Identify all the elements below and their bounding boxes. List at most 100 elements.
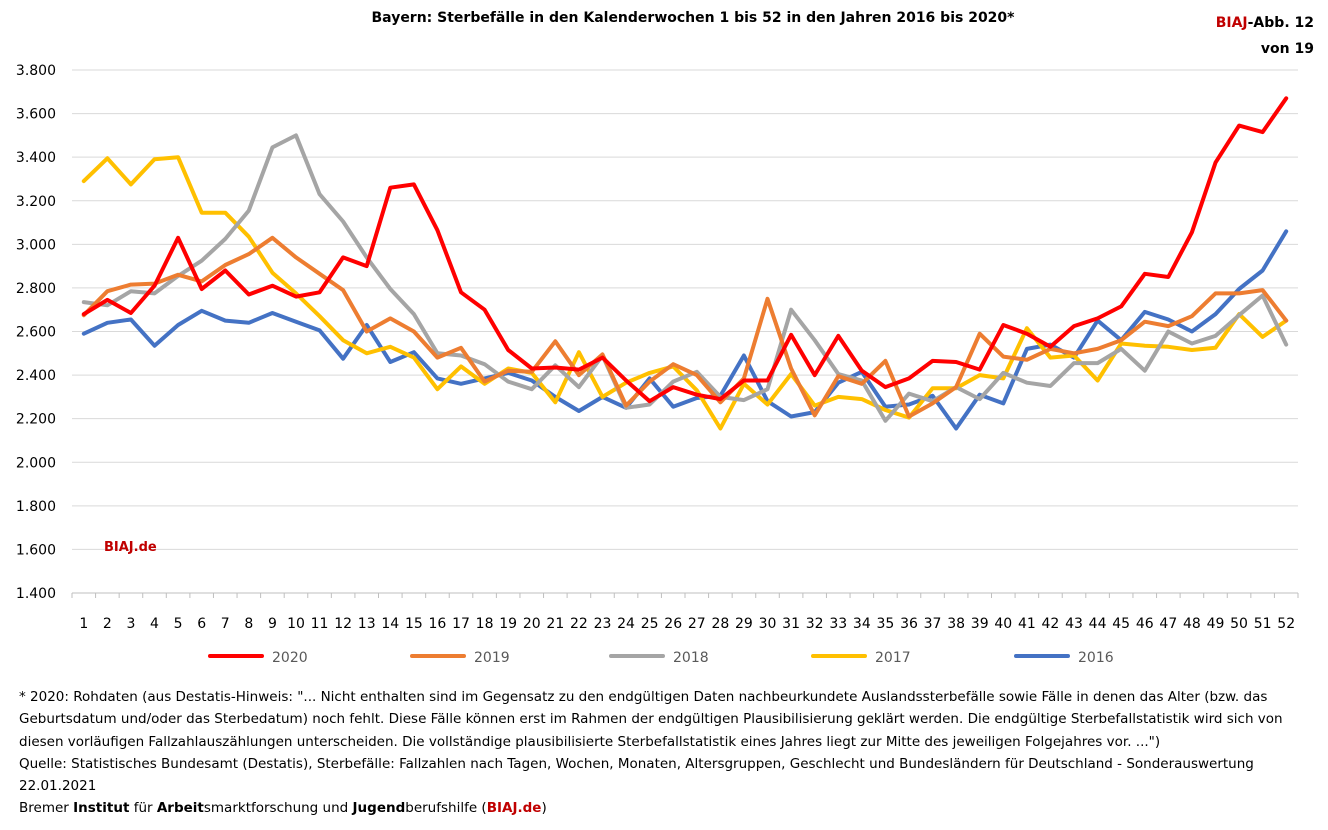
x-tick-label: 38 [947,616,965,632]
y-tick-label: 2.400 [16,368,56,384]
legend-label-2016: 2016 [1078,650,1114,666]
badge-figure-number: -Abb. 12 [1247,15,1314,31]
footnote-line: * 2020: Rohdaten (aus Destatis-Hinweis: … [19,689,1268,705]
x-tick-label: 36 [900,616,918,632]
x-tick-label: 37 [924,616,942,632]
series-lines [81,96,1289,431]
x-tick-label: 24 [617,616,635,632]
x-tick-label: 41 [1018,616,1036,632]
badge-figure-total: von 19 [1260,41,1314,57]
credit-part: smarktforschung und [203,800,353,817]
x-tick-label: 4 [150,616,159,632]
x-tick-label: 21 [546,616,564,632]
y-tick-label: 2.000 [16,455,56,471]
x-tick-label: 7 [221,616,230,632]
legend-label-2020: 2020 [272,650,308,666]
x-tick-label: 12 [334,616,352,632]
series-line-2020 [81,96,1289,404]
x-tick-label: 23 [594,616,612,632]
y-tick-label: 3.200 [16,194,56,210]
x-tick-label: 46 [1136,616,1154,632]
x-tick-label: 3 [126,616,135,632]
x-tick-label: 20 [523,616,541,632]
x-tick-label: 2 [103,616,112,632]
series-line-2017 [81,155,1289,431]
x-tick-label: 35 [876,616,894,632]
legend-label-2017: 2017 [875,650,911,666]
watermark: BIAJ.de [104,540,157,555]
legend-label-2018: 2018 [673,650,709,666]
x-tick-label: 6 [197,616,206,632]
credit-line: Bremer Institut für Arbeitsmarktforschun… [19,797,1319,819]
y-tick-label: 1.400 [16,586,56,602]
footnote-line: diesen vorläufigen Fallzahlauszählungen … [19,733,1161,750]
x-tick-label: 51 [1254,616,1272,632]
x-tick-label: 52 [1277,616,1295,632]
x-tick-label: 47 [1159,616,1177,632]
credit-part: für [129,800,157,817]
credit-part: ) [541,800,547,817]
y-tick-label: 3.000 [16,237,56,253]
x-tick-label: 31 [782,616,800,632]
line-chart: 1.400 1.600 1.800 2.000 2.200 2.400 2.600 2.800… [16,63,1299,666]
series-line-2016 [81,229,1289,431]
x-tick-label: 43 [1065,616,1083,632]
series-line-2019 [81,235,1289,419]
x-tick-label: 42 [1042,616,1060,632]
x-tick-label: 15 [405,616,423,632]
legend: 2020 2019 2018 2017 2016 [208,650,1114,666]
y-tick-label: 2.800 [16,281,56,297]
x-tick-label: 45 [1112,616,1130,632]
x-tick-label: 17 [452,616,470,632]
x-axis [71,592,1299,598]
badge-brand: BIAJ [1215,15,1248,31]
x-tick-label: 22 [570,616,588,632]
y-tick-label: 1.800 [16,499,56,515]
credit-part: BIAJ.de [486,800,542,817]
y-axis-ticks: 1.400 1.600 1.800 2.000 2.200 2.400 2.600 2.800… [16,63,56,602]
x-tick-label: 1 [79,616,88,632]
y-tick-label: 2.200 [16,412,56,428]
footnotes: * 2020: Rohdaten (aus Destatis-Hinweis: … [19,686,1319,820]
chart-title: Bayern: Sterbefälle in den Kalenderwoche… [371,10,1015,26]
x-tick-label: 14 [381,616,399,632]
y-tick-label: 1.600 [16,542,56,558]
x-tick-label: 48 [1183,616,1201,632]
credit-part: Arbeit [156,800,204,817]
x-tick-label: 10 [287,616,305,632]
credit-part: Jugend [352,800,406,817]
x-tick-label: 13 [358,616,376,632]
x-tick-label: 8 [244,616,253,632]
y-tick-label: 3.600 [16,107,56,123]
y-tick-label: 2.600 [16,325,56,341]
x-tick-label: 34 [853,616,871,632]
x-tick-label: 26 [664,616,682,632]
credit-part: Bremer [19,800,74,817]
source-line: Quelle: Statistisches Bundesamt (Destati… [19,755,1254,772]
x-tick-label: 27 [688,616,706,632]
series-line-2018 [81,133,1289,423]
figure-number-badge: BIAJ-Abb. 12 von 19 [1216,10,1314,62]
credit-part: Institut [73,800,130,817]
x-tick-label: 9 [268,616,277,632]
date-line: 22.01.2021 [19,778,97,795]
x-tick-label: 5 [174,616,183,632]
x-tick-label: 39 [971,616,989,632]
y-tick-label: 3.800 [16,63,56,79]
x-tick-label: 11 [311,616,329,632]
x-tick-label: 50 [1230,616,1248,632]
x-tick-label: 40 [994,616,1012,632]
x-axis-ticks: 1 2 3 4 5 6 7 8 9 10 11 12 13 14 15 16 17 18 19 20 21 22 23 24 2… [79,616,1295,632]
x-tick-label: 28 [711,616,729,632]
y-tick-label: 3.400 [16,150,56,166]
x-tick-label: 49 [1207,616,1225,632]
x-tick-label: 30 [759,616,777,632]
footnote-line: Geburtsdatum und/oder das Sterbedatum) n… [19,711,1283,728]
x-tick-label: 44 [1089,616,1107,632]
x-tick-label: 18 [476,616,494,632]
credit-part: berufshilfe ( [405,800,487,817]
x-tick-label: 32 [806,616,824,632]
x-tick-label: 29 [735,616,753,632]
x-tick-label: 25 [641,616,659,632]
x-tick-label: 16 [429,616,447,632]
